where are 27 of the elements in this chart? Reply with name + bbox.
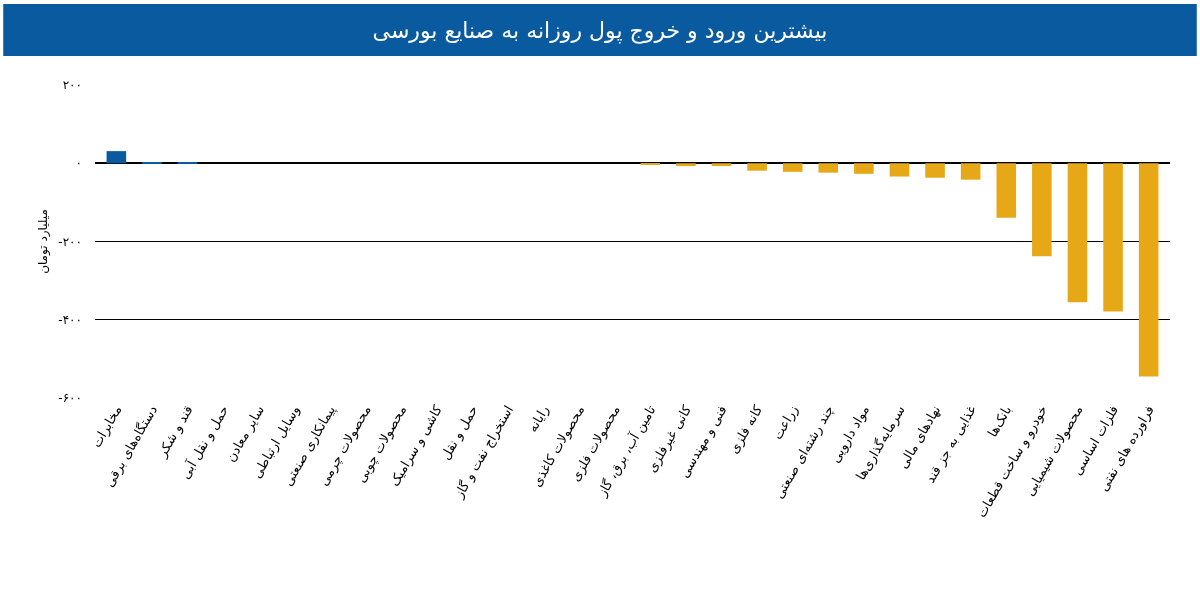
bar xyxy=(889,163,910,177)
bar xyxy=(676,163,696,166)
bar xyxy=(925,163,945,178)
y-tick-label: ۰ xyxy=(75,156,82,171)
bar xyxy=(1032,163,1052,257)
y-tick-label: ۲۰۰ xyxy=(62,78,82,93)
x-tick-label: مخابرات xyxy=(88,402,126,451)
x-tick-label: رایانه xyxy=(524,402,553,436)
bar xyxy=(106,151,127,164)
y-tick-label: -۴۰۰ xyxy=(58,312,82,327)
bar xyxy=(960,163,981,180)
y-tick-label: -۶۰۰ xyxy=(58,391,82,406)
bar xyxy=(1067,163,1088,303)
x-tick-label: زراعت xyxy=(769,402,802,443)
y-tick-label: -۲۰۰ xyxy=(58,234,82,249)
bar xyxy=(854,163,874,174)
x-tick-label: کانه فلزی xyxy=(725,402,767,457)
bar xyxy=(818,163,839,173)
bar xyxy=(782,163,803,172)
y-axis-title: میلیارد تومان xyxy=(35,209,51,274)
bar xyxy=(1103,163,1123,312)
x-tick-label: بانک‌ها xyxy=(984,402,1015,440)
bar xyxy=(1138,163,1159,377)
bar xyxy=(711,163,732,166)
bar xyxy=(747,163,767,171)
chart-title: بیشترین ورود و خروج پول روزانه به صنایع بورسی xyxy=(372,17,828,44)
bar xyxy=(996,163,1017,218)
